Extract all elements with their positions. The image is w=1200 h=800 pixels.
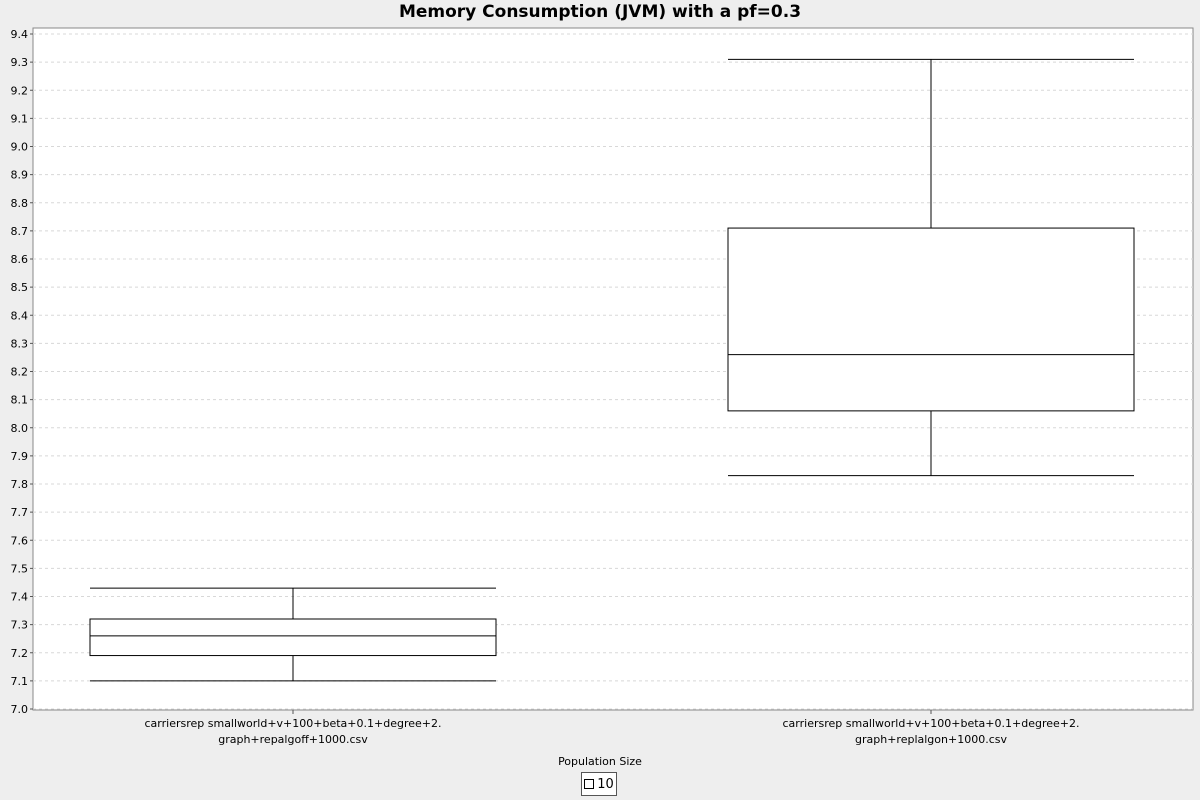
x-axis-categories: carriersrep smallworld+v+100+beta+0.1+de… (145, 717, 1080, 746)
x-category-label: graph+replalgon+1000.csv (855, 733, 1007, 746)
y-tick-label: 8.4 (11, 309, 29, 322)
y-tick-label: 8.2 (11, 366, 29, 379)
x-category-label: graph+repalgoff+1000.csv (218, 733, 368, 746)
x-category-label: carriersrep smallworld+v+100+beta+0.1+de… (145, 717, 442, 730)
iqr-box (89, 618, 497, 657)
y-tick-label: 7.8 (11, 478, 29, 491)
y-tick-label: 7.1 (11, 675, 29, 688)
y-tick-label: 8.5 (11, 281, 29, 294)
y-tick-label: 7.3 (11, 619, 29, 632)
y-tick-label: 7.9 (11, 450, 29, 463)
y-tick-label: 9.1 (11, 112, 29, 125)
y-tick-label: 8.1 (11, 394, 29, 407)
y-tick-label: 7.4 (11, 591, 29, 604)
boxes (89, 58, 1135, 682)
legend-title: Population Size (558, 755, 642, 768)
y-tick-label: 8.3 (11, 337, 29, 350)
y-tick-label: 9.0 (11, 141, 29, 154)
box-2 (727, 58, 1135, 477)
box-1 (89, 587, 497, 682)
y-tick-label: 8.7 (11, 225, 29, 238)
x-category-label: carriersrep smallworld+v+100+beta+0.1+de… (783, 717, 1080, 730)
y-tick-label: 7.2 (11, 647, 29, 660)
y-tick-label: 8.0 (11, 422, 29, 435)
y-tick-label: 8.8 (11, 197, 29, 210)
y-tick-label: 7.0 (11, 703, 29, 716)
y-tick-label: 9.2 (11, 84, 29, 97)
y-tick-label: 8.9 (11, 169, 29, 182)
y-tick-label: 9.3 (11, 56, 29, 69)
y-tick-label: 7.5 (11, 562, 29, 575)
y-tick-label: 8.6 (11, 253, 29, 266)
iqr-box (727, 227, 1135, 412)
legend-swatch (584, 779, 595, 789)
y-tick-label: 7.7 (11, 506, 29, 519)
chart-title: Memory Consumption (JVM) with a pf=0.3 (398, 2, 802, 22)
legend: 10 (581, 772, 617, 796)
y-tick-label: 9.4 (11, 28, 29, 41)
y-axis: 7.0 7.1 7.2 7.3 7.4 7.5 7.6 7.7 7.8 7.9 8.0 8.1 8.2 8… (11, 28, 932, 716)
y-tick-label: 7.6 (11, 534, 29, 547)
legend-label: 10 (597, 776, 614, 792)
